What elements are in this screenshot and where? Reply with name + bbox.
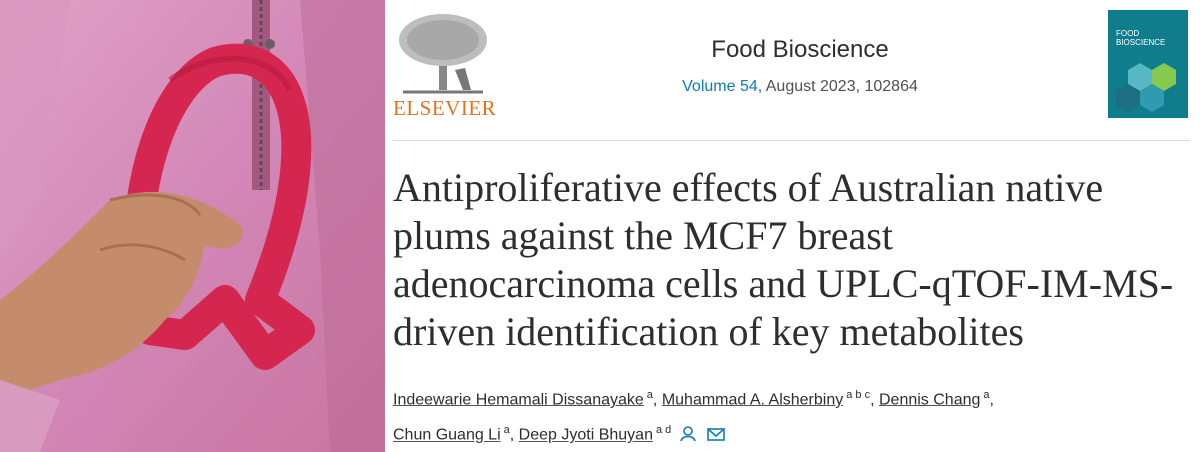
publisher-logo — [399, 14, 487, 94]
author-name[interactable]: Muhammad A. Alsherbiny — [661, 391, 844, 409]
separator: , — [870, 391, 875, 409]
author-line: Chun Guang Li a, Deep Jyoti Bhuyan a d — [393, 415, 994, 450]
journal-name[interactable]: Food Bioscience — [711, 36, 889, 63]
volume-link[interactable]: Volume 54 — [682, 78, 758, 95]
title-line: adenocarcinoma cells and UPLC-qTOF-IM-MS… — [393, 261, 1174, 306]
affiliation[interactable]: a — [503, 424, 510, 437]
affiliation[interactable]: a — [646, 389, 653, 401]
affiliation[interactable]: a b c — [846, 389, 871, 401]
contact-icons[interactable] — [676, 425, 726, 444]
icons[interactable] — [679, 425, 726, 442]
title-line: Antiproliferative effects of Australian … — [393, 165, 1104, 210]
title-line: driven identification of key metabolites — [393, 309, 1024, 354]
issue-line: Volume 54, August 2023, 102864 — [560, 78, 1040, 96]
separator: , — [652, 391, 658, 409]
author-name[interactable]: Dennis Chang — [879, 391, 981, 409]
author-line: Indeewarie Hemamali Dissanayake a, Muhamm… — [393, 380, 994, 415]
affiliation[interactable]: a d — [655, 424, 672, 437]
separator: , — [509, 426, 515, 444]
article-title: Antiproliferative effects of Australian … — [393, 164, 1173, 356]
publisher-name: ELSEVIER — [393, 96, 497, 120]
issue-info: , August 2023, 102864 — [757, 78, 918, 95]
cover-title: BIOSCIENCE — [1116, 38, 1165, 47]
author-list: Indeewarie Hemamali Dissanayake a, Muhamm… — [393, 380, 994, 451]
author-name[interactable]: Chun Guang Li — [393, 426, 501, 444]
journal-cover[interactable]: FOOD BIOSCIENCE — [1108, 10, 1188, 118]
title-line: plums against the MCF7 breast — [393, 213, 893, 258]
divider — [393, 140, 1190, 141]
cover-photo — [0, 0, 385, 452]
separator: , — [989, 391, 994, 409]
affiliation[interactable]: a — [983, 389, 990, 401]
cover-title: FOOD — [1116, 29, 1139, 38]
author-name[interactable]: Deep Jyoti Bhuyan — [518, 426, 653, 444]
author-name[interactable]: Indeewarie Hemamali Dissanayake — [393, 391, 644, 409]
